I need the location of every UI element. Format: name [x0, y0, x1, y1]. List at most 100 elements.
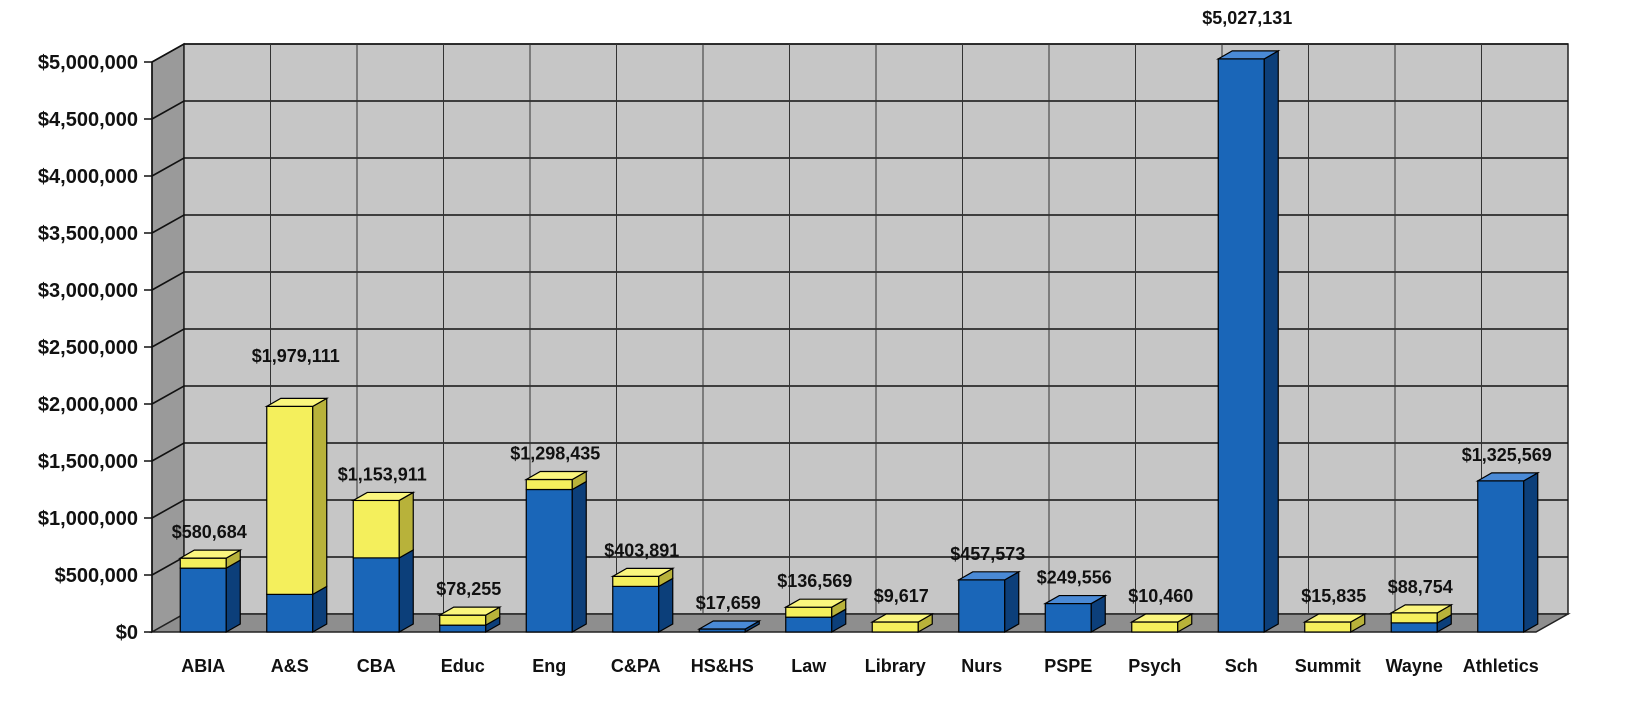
data-labels: $580,684 $1,979,111 $1,153,911 $78,255 $1,29… — [172, 8, 1552, 613]
x-tick-label: Educ — [441, 656, 485, 676]
bar-segment-yellow — [1388, 603, 1454, 624]
y-tick-label: $2,500,000 — [38, 337, 138, 359]
gridline — [151, 442, 1568, 462]
x-tick-label: Library — [865, 656, 926, 676]
data-label: $1,325,569 — [1462, 445, 1552, 465]
bar-segment-blue-front — [525, 488, 573, 633]
bar-segment-yellow-top — [437, 606, 503, 616]
y-axis: $0 $500,000 $1,000,000 $1,500,000 $2,000,000… — [38, 52, 153, 644]
bar-segment-blue-top — [1475, 472, 1541, 482]
bar-segment-yellow-top — [350, 491, 416, 502]
data-label: $10,460 — [1128, 586, 1193, 606]
bar-segment-blue-front — [958, 579, 1006, 633]
bar-segment-yellow-front — [871, 621, 919, 633]
bar-segment-blue — [352, 548, 414, 634]
x-tick-label: CBA — [357, 656, 396, 676]
bar-segment-blue — [612, 577, 674, 634]
bar-segment-yellow-top — [869, 613, 935, 623]
data-label: $1,153,911 — [338, 464, 427, 484]
bar-segment-yellow — [177, 549, 243, 570]
bar-segment-yellow — [264, 397, 330, 596]
bar-segment-blue-side — [1263, 49, 1279, 634]
data-label: $1,979,111 — [252, 346, 340, 366]
data-label: $17,659 — [696, 593, 761, 613]
y-tick-label: $2,000,000 — [38, 394, 138, 416]
y-tick-label: $3,500,000 — [38, 223, 138, 245]
bar-segment-blue-front — [179, 567, 227, 633]
y-tick-label: $500,000 — [55, 565, 138, 587]
y-tick-label: $1,000,000 — [38, 508, 138, 530]
bar-segment-yellow-top — [264, 397, 330, 407]
data-label: $9,617 — [874, 586, 929, 606]
gridlines — [151, 43, 1568, 614]
bar-segment-blue — [1042, 594, 1108, 634]
bar-segment-yellow — [610, 567, 676, 588]
bar-segment-blue-front — [352, 557, 400, 633]
y-tick-label: $4,500,000 — [38, 109, 138, 131]
bar-segment-blue-top — [696, 620, 762, 630]
bar-segment-yellow-top — [523, 470, 589, 481]
x-tick-label: Wayne — [1386, 656, 1443, 676]
gridline — [151, 214, 1568, 234]
bar-segment-blue-side — [225, 559, 241, 634]
bar-segment-yellow-front — [179, 557, 227, 569]
data-label: $78,255 — [436, 579, 501, 599]
bar-segment-blue-side — [658, 577, 674, 634]
bar-segment-yellow-front — [1304, 621, 1352, 633]
bar-segment-yellow-top — [1302, 613, 1368, 623]
bar-segment-blue-front — [439, 624, 487, 633]
gridline — [151, 43, 1568, 63]
gridline — [151, 157, 1568, 177]
y-tick-label: $0 — [116, 622, 138, 644]
bar-segment-blue-side — [398, 548, 414, 634]
bar-segment-blue-side — [1004, 570, 1020, 634]
bar-segment-blue-top — [1042, 594, 1108, 605]
y-tick-label: $4,000,000 — [38, 166, 138, 188]
data-label: $88,754 — [1388, 577, 1453, 597]
bar-segment-yellow — [437, 606, 503, 627]
bar-segment-yellow-front — [525, 478, 573, 491]
bar-segment-yellow-front — [1131, 621, 1179, 633]
y-tick-label: $1,500,000 — [38, 451, 138, 473]
bar-segment-yellow-front — [266, 405, 314, 595]
bar-segment-yellow-side — [398, 491, 414, 559]
x-tick-label: Eng — [532, 656, 566, 676]
bar-segment-yellow — [1129, 612, 1195, 634]
bar-segment-blue-top — [1215, 50, 1281, 60]
bar-segment-blue — [525, 480, 587, 634]
bar-segment-yellow-side — [312, 397, 328, 596]
gridline — [151, 499, 1568, 519]
data-label: $136,569 — [777, 571, 852, 591]
bar-segment-blue — [696, 619, 762, 634]
bar-segment-yellow-top — [1129, 613, 1195, 623]
data-label: $15,835 — [1301, 586, 1366, 606]
y-tick-label: $5,000,000 — [38, 52, 138, 74]
x-tick-label: Law — [791, 656, 827, 676]
x-tick-label: C&PA — [611, 656, 661, 676]
bar-segment-yellow-front — [352, 499, 400, 559]
bar-segment-yellow-front — [439, 614, 487, 626]
data-label: $5,027,131 — [1202, 8, 1292, 28]
gridline — [151, 385, 1568, 405]
x-tick-label: HS&HS — [691, 656, 754, 676]
bar-segment-blue-front — [1217, 58, 1265, 633]
bar-segment-blue-side — [571, 480, 587, 634]
bar-segment-yellow — [783, 598, 849, 619]
bar-segment-blue-top — [956, 571, 1022, 581]
x-tick-label: Nurs — [961, 656, 1002, 676]
data-label: $1,298,435 — [510, 444, 600, 464]
bar-segment-blue — [1215, 49, 1281, 634]
gridline — [151, 328, 1568, 348]
data-label: $457,573 — [950, 544, 1025, 564]
bar-segment-blue-front — [266, 593, 314, 633]
data-label: $403,891 — [604, 540, 679, 560]
x-tick-label: Summit — [1295, 656, 1361, 676]
bar-segment-yellow — [523, 470, 589, 491]
bar-segment-blue-front — [1477, 480, 1525, 633]
x-axis: ABIA A&S CBA Educ Eng C&PA HS&HS Law Library Nurs… — [181, 656, 1539, 676]
bar-segment-yellow — [869, 612, 935, 634]
bar-segment-blue — [266, 585, 328, 634]
bar-segment-yellow-top — [610, 567, 676, 578]
y-tick-label: $3,000,000 — [38, 280, 138, 302]
